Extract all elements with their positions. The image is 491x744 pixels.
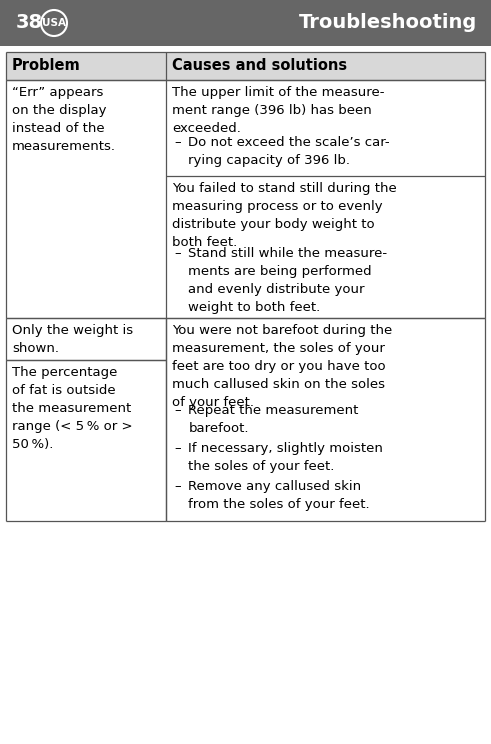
Text: “Err” appears
on the display
instead of the
measurements.: “Err” appears on the display instead of … bbox=[12, 86, 116, 153]
Text: The percentage
of fat is outside
the measurement
range (< 5 % or >
50 %).: The percentage of fat is outside the mea… bbox=[12, 366, 133, 451]
Bar bbox=[0, 0, 491, 46]
Text: USA: USA bbox=[42, 18, 66, 28]
Text: Only the weight is
shown.: Only the weight is shown. bbox=[12, 324, 133, 355]
Text: Causes and solutions: Causes and solutions bbox=[172, 59, 348, 74]
Bar bbox=[6, 80, 166, 318]
Text: 38: 38 bbox=[16, 13, 43, 33]
Bar bbox=[6, 52, 485, 80]
Text: Stand still while the measure-
ments are being performed
and evenly distribute y: Stand still while the measure- ments are… bbox=[189, 247, 387, 314]
Text: Repeat the measurement
barefoot.: Repeat the measurement barefoot. bbox=[189, 403, 359, 434]
Text: –: – bbox=[174, 481, 181, 493]
Text: The upper limit of the measure-
ment range (396 lb) has been
exceeded.: The upper limit of the measure- ment ran… bbox=[172, 86, 385, 135]
Bar bbox=[6, 318, 166, 360]
Text: Do not exceed the scale’s car-
rying capacity of 396 lb.: Do not exceed the scale’s car- rying cap… bbox=[189, 135, 390, 167]
Text: –: – bbox=[174, 247, 181, 260]
Text: If necessary, slightly moisten
the soles of your feet.: If necessary, slightly moisten the soles… bbox=[189, 442, 383, 473]
Text: Troubleshooting: Troubleshooting bbox=[299, 13, 477, 33]
Bar bbox=[166, 80, 485, 318]
Text: –: – bbox=[174, 403, 181, 417]
Text: Remove any callused skin
from the soles of your feet.: Remove any callused skin from the soles … bbox=[189, 481, 370, 511]
Bar bbox=[166, 318, 485, 521]
Text: –: – bbox=[174, 135, 181, 149]
Text: You were not barefoot during the
measurement, the soles of your
feet are too dry: You were not barefoot during the measure… bbox=[172, 324, 393, 408]
Text: Problem: Problem bbox=[12, 59, 81, 74]
Text: You failed to stand still during the
measuring process or to evenly
distribute y: You failed to stand still during the mea… bbox=[172, 182, 397, 249]
Bar bbox=[6, 360, 166, 521]
Text: –: – bbox=[174, 442, 181, 455]
